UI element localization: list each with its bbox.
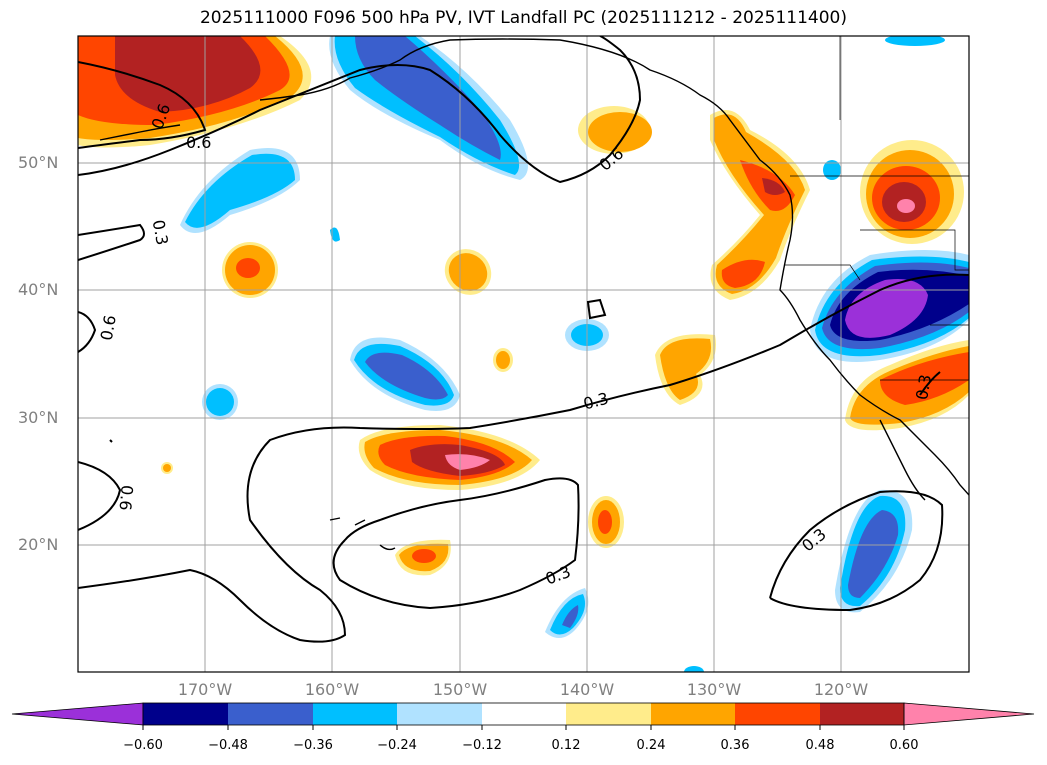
anomaly-coast-positive [710,110,810,300]
anomaly-west-us-negative [810,250,969,362]
contour-label: 0.3 [543,562,573,589]
contour-label: 0.3 [581,389,611,414]
lat-label: 40°N [18,280,59,299]
lat-label: 30°N [18,408,59,427]
lat-label: 20°N [18,535,59,554]
contour-label: 0.3 [798,525,830,556]
anomaly-ne-positive [860,140,964,244]
colorbar-tick: −0.24 [377,738,417,753]
borders [785,36,969,381]
colorbar-tick: 0.36 [720,738,750,753]
shaded-field [78,36,969,672]
lon-label: 140°W [559,680,615,699]
colorbar-tick: −0.36 [293,738,333,753]
colorbar [11,702,1035,730]
colorbar-tick: 0.24 [636,738,666,753]
contour-label: 0.6 [97,314,120,342]
anomaly-sw-us-positive [845,340,969,431]
lat-label: 50°N [18,153,59,172]
colorbar-tick: 0.12 [551,738,581,753]
lon-label: 160°W [304,680,360,699]
contour-label: 0.6 [116,484,137,511]
colorbar-tick: −0.60 [123,738,163,753]
coastlines [99,38,969,551]
colorbar-tick: −0.12 [462,738,502,753]
map-title: 2025111000 F096 500 hPa PV, IVT Landfall… [199,8,847,28]
lon-label: 150°W [432,680,488,699]
lon-label: 170°W [177,680,233,699]
colorbar-tick: 0.60 [889,738,919,753]
contour-label: 0.3 [149,218,172,246]
pv-contours [78,36,969,643]
contour-label: 0.3 [912,373,935,401]
map-frame [77,35,970,673]
anomaly-central-positive [358,425,540,490]
lon-label: 120°W [813,680,869,699]
colorbar-tick: 0.48 [805,738,835,753]
contour-label: 0.6 [186,133,211,152]
anomaly-north-negative [329,36,528,180]
colorbar-tick: −0.48 [208,738,248,753]
anomaly-nw-positive [78,36,312,148]
anomaly-se-negative [835,489,913,613]
lon-label: 130°W [686,680,742,699]
